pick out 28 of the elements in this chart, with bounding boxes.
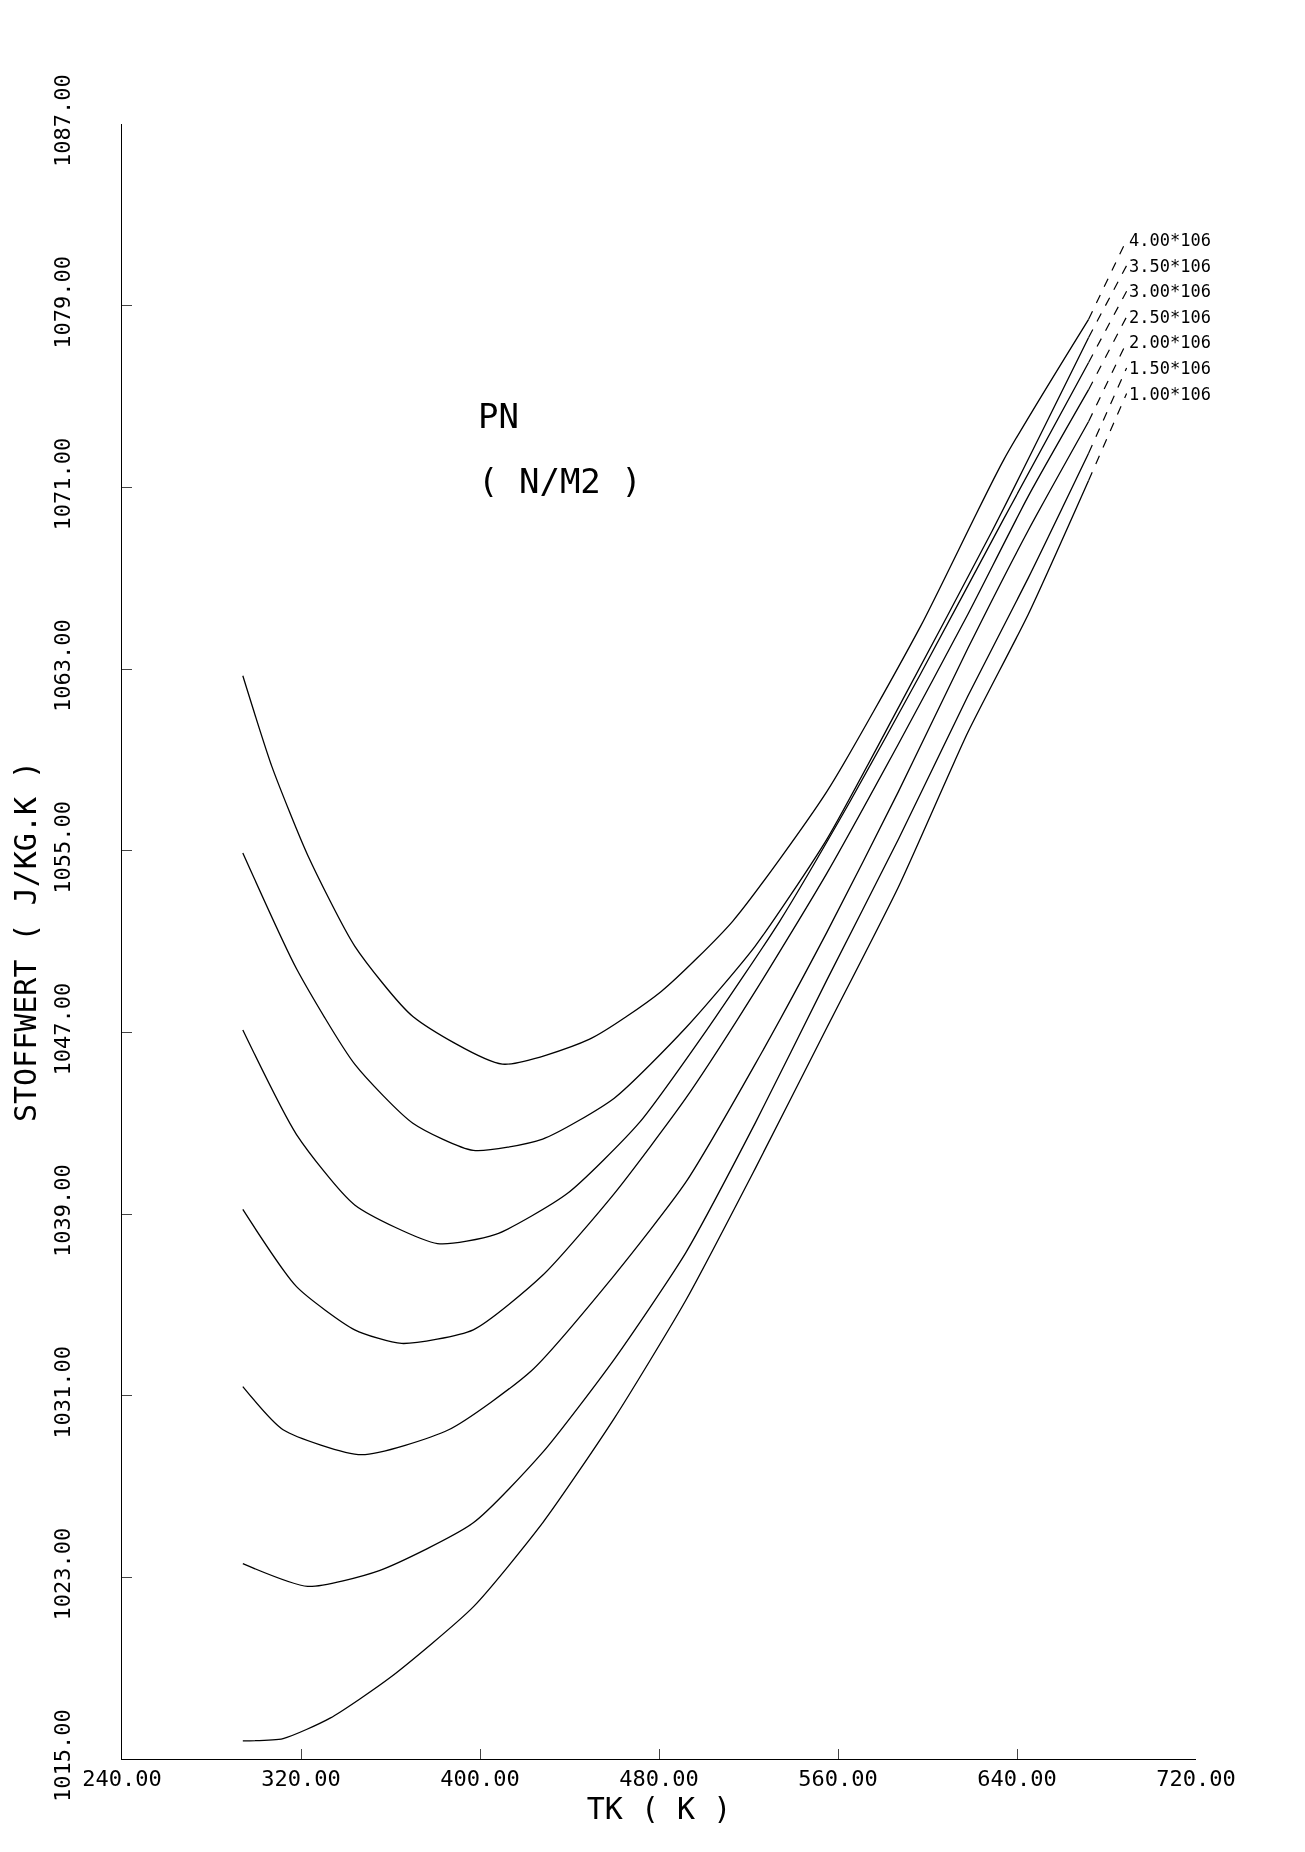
text: 4.00*106: [1129, 230, 1211, 250]
y-tick-label: 1047.00: [50, 982, 76, 1076]
x-axis-title: TK ( K ): [586, 1791, 732, 1827]
annotation: ( N/M2 ): [478, 461, 642, 501]
y-axis-title: STOFFWERT ( J/KG.K ): [8, 760, 44, 1123]
text: 2.50*106: [1129, 307, 1211, 327]
y-tick-label: 1087.00: [50, 74, 76, 168]
text: 2.00*106: [1129, 332, 1211, 352]
annotation: PN: [478, 396, 519, 436]
y-tick-label: 1015.00: [50, 1709, 76, 1803]
y-tick-label: 1055.00: [50, 801, 76, 894]
x-tick-label: 720.00: [1156, 1766, 1236, 1792]
y-tick-label: 1071.00: [50, 437, 76, 531]
y-tick-label: 1039.00: [50, 1164, 76, 1258]
x-tick-label: 480.00: [619, 1766, 699, 1792]
y-tick-label: 1031.00: [50, 1346, 76, 1439]
x-tick-label: 400.00: [440, 1766, 520, 1792]
text: 3.50*106: [1129, 256, 1211, 276]
text: 3.00*106: [1129, 281, 1211, 301]
y-tick-label: 1079.00: [50, 256, 76, 349]
text: 1.00*106: [1129, 384, 1211, 404]
y-tick-label: 1023.00: [50, 1527, 76, 1621]
x-tick-label: 320.00: [261, 1766, 341, 1792]
text: 1.50*106: [1129, 358, 1211, 378]
y-tick-label: 1063.00: [50, 619, 76, 713]
x-tick-label: 640.00: [977, 1766, 1057, 1792]
x-tick-label: 240.00: [82, 1766, 162, 1792]
x-tick-label: 560.00: [798, 1766, 878, 1792]
